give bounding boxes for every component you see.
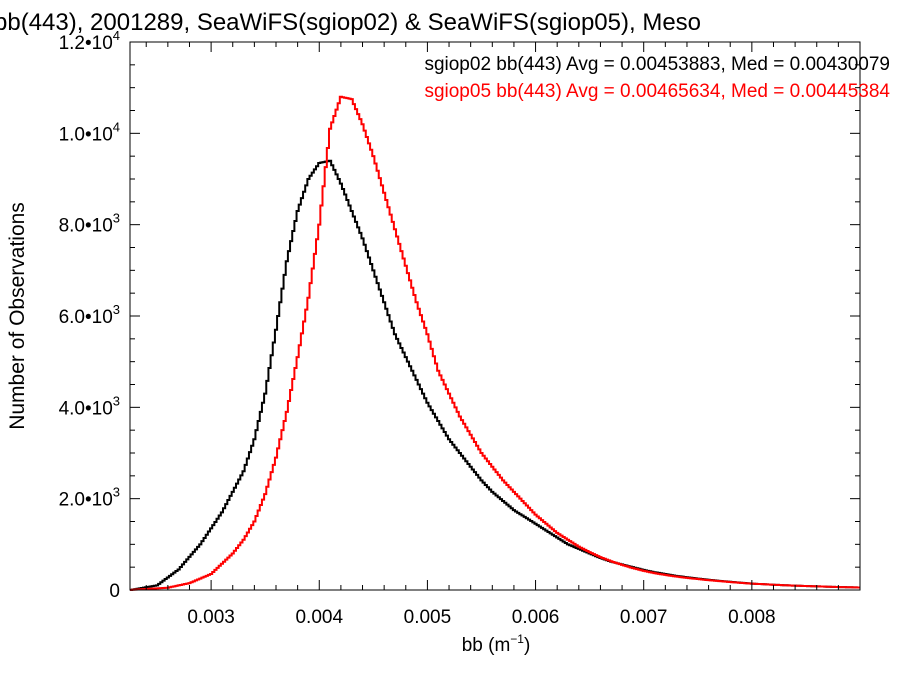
legend-entry-sgiop02: sgiop02 bb(443) Avg = 0.00453883, Med = … <box>424 54 890 75</box>
x-axis-label: bb (m−1) <box>462 632 531 656</box>
y-tick-label: 1.2•104 <box>59 28 120 54</box>
chart-title: bb(443), 2001289, SeaWiFS(sgiop02) & Sea… <box>0 9 701 36</box>
x-tick-label: 0.008 <box>728 607 776 628</box>
plot-frame <box>129 41 861 591</box>
y-axis: 0 2.0•103 4.0•103 6.0•103 8.0•103 1.0•104 1.2•… <box>59 28 860 602</box>
y-tick-label: 0 <box>109 581 120 602</box>
y-tick-label: 8.0•103 <box>59 211 120 237</box>
x-tick-label: 0.004 <box>295 607 343 628</box>
y-tick-label: 2.0•103 <box>59 485 120 511</box>
y-tick-label: 6.0•103 <box>59 302 120 328</box>
x-tick-label: 0.003 <box>187 607 235 628</box>
y-axis-label: Number of Observations <box>6 202 29 430</box>
x-tick-label: 0.007 <box>620 607 668 628</box>
series-group <box>130 95 860 591</box>
y-tick-label: 4.0•103 <box>59 393 120 419</box>
series-line-sgiop05 <box>130 95 860 591</box>
x-axis: 0.003 0.004 0.005 0.006 0.007 0.008 <box>145 42 861 628</box>
x-tick-label: 0.006 <box>512 607 560 628</box>
series-line-sgiop02 <box>130 159 860 591</box>
x-tick-label: 0.005 <box>404 607 452 628</box>
y-tick-label: 1.0•104 <box>59 119 120 145</box>
legend-entry-sgiop05: sgiop05 bb(443) Avg = 0.00465634, Med = … <box>424 81 890 102</box>
